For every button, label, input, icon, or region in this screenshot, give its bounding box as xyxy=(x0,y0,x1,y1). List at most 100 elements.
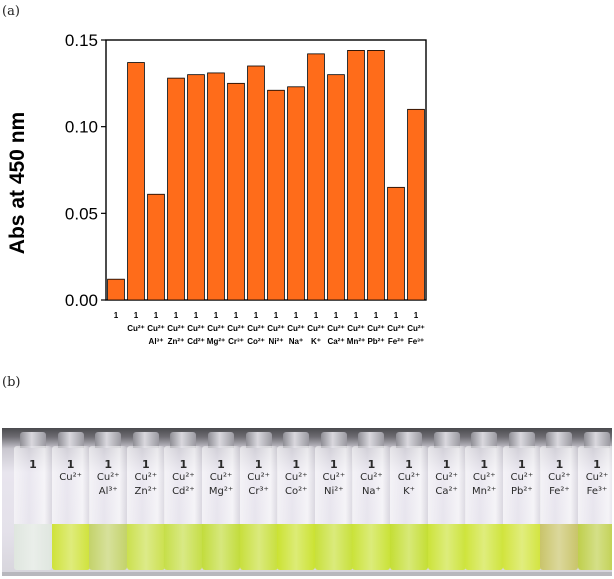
bar xyxy=(127,62,145,301)
vial-solution xyxy=(14,524,52,570)
vial-label: 1 xyxy=(254,458,263,471)
vial-label: Cu²⁺ xyxy=(59,472,82,483)
vial-label: Cu²⁺ xyxy=(435,472,458,483)
x-tick-label: 1 xyxy=(274,311,279,320)
vial-label: Fe³⁺ xyxy=(586,486,608,497)
vial-label: Pb²⁺ xyxy=(510,486,533,497)
bar xyxy=(267,89,285,301)
vial-solution xyxy=(390,524,428,570)
vial-solution xyxy=(126,524,165,570)
x-tick-label: K⁺ xyxy=(311,337,321,346)
vial-label: 1 xyxy=(480,458,489,471)
vial: 1 Cu²⁺ Al³⁺ xyxy=(89,432,128,572)
vial-label: 1 xyxy=(179,458,188,471)
vial-label: 1 xyxy=(367,458,376,471)
vial: 1 Cu²⁺ Ca²⁺ xyxy=(427,432,466,572)
x-tick-label: Cu²⁺ xyxy=(147,324,165,333)
vial: 1 Cu²⁺ Fe²⁺ xyxy=(540,432,579,572)
vial-label: 1 xyxy=(517,458,526,471)
vial-cap xyxy=(132,432,159,448)
chart-x-labels: 1 1Cu²⁺1Cu²⁺Al³⁺1Cu²⁺Zn²⁺1Cu²⁺Cd²⁺1Cu²⁺Mg… xyxy=(114,311,425,346)
x-tick-label: Cu²⁺ xyxy=(127,324,145,333)
x-tick-label: Cu²⁺ xyxy=(367,324,385,333)
vial: 1 Cu²⁺ Cr³⁺ xyxy=(239,432,278,572)
vial: 1 Cu²⁺ Mg²⁺ xyxy=(202,432,240,572)
vial-label: Co²⁺ xyxy=(284,486,308,497)
bar-chart: 0.000.050.100.15 1 1Cu²⁺1Cu²⁺Al³⁺1Cu²⁺Zn²… xyxy=(6,31,427,346)
vial-label: 1 xyxy=(104,458,113,471)
vial-solution xyxy=(427,524,466,570)
x-tick-label: Cr³⁺ xyxy=(228,337,244,346)
x-tick-label: Cu²⁺ xyxy=(167,324,185,333)
plot-frame xyxy=(105,39,427,301)
vial-label: Mn²⁺ xyxy=(472,486,497,497)
vial-label: 1 xyxy=(593,458,601,471)
vial-solution xyxy=(578,524,612,570)
x-tick-label: 1 xyxy=(374,311,379,320)
bar xyxy=(107,278,125,301)
vial-label: Cu²⁺ xyxy=(134,472,158,483)
vial-label: Cu²⁺ xyxy=(96,472,120,483)
x-tick-label: Al³⁺ xyxy=(149,337,164,346)
vial-cap xyxy=(508,432,535,448)
vial-label: Cu²⁺ xyxy=(247,472,270,483)
x-tick-label: 1 xyxy=(414,311,419,320)
x-tick-label: 1 xyxy=(394,311,399,320)
vial: 1 xyxy=(14,432,52,572)
x-tick-label: 1 xyxy=(114,311,119,320)
vial-cap xyxy=(283,432,310,448)
vial-label: Cu²⁺ xyxy=(397,472,421,483)
vial-label: Cu²⁺ xyxy=(585,472,609,483)
vial: 1 Cu²⁺ Ni²⁺ xyxy=(314,432,353,572)
x-tick-label: Cu²⁺ xyxy=(267,324,285,333)
bar xyxy=(287,86,305,301)
bar xyxy=(367,50,385,301)
x-tick-label: Cu²⁺ xyxy=(207,324,225,333)
x-tick-label: Pb²⁺ xyxy=(367,337,384,346)
vial-cap xyxy=(57,432,84,448)
vial-label: Al³⁺ xyxy=(98,486,118,497)
bar xyxy=(147,193,165,301)
x-tick-label: Co²⁺ xyxy=(247,337,265,346)
vial-label: Cu²⁺ xyxy=(548,472,571,483)
x-tick-label: Fe³⁺ xyxy=(408,337,424,346)
vial-label: Cr³⁺ xyxy=(248,486,269,497)
vial-cap xyxy=(95,432,122,448)
x-tick-label: 1 xyxy=(354,311,359,320)
vial-label: 1 xyxy=(292,458,301,471)
vial-solution xyxy=(314,524,353,570)
vial-cap xyxy=(433,432,460,448)
bar xyxy=(167,77,185,301)
vial-label: 1 xyxy=(29,458,37,471)
vial-solution xyxy=(202,524,240,570)
bar xyxy=(407,108,425,301)
vial-label: 1 xyxy=(442,458,451,471)
x-tick-label: Cu²⁺ xyxy=(287,324,305,333)
vial-label: Cu²⁺ xyxy=(510,472,534,483)
vial-solution xyxy=(540,524,579,570)
vial-label: Cu²⁺ xyxy=(172,472,195,483)
bar xyxy=(227,82,245,301)
x-tick-label: Zn²⁺ xyxy=(168,337,185,346)
x-tick-label: Cu²⁺ xyxy=(227,324,245,333)
vial-label: Cu²⁺ xyxy=(322,472,346,483)
vial-solution xyxy=(239,524,278,570)
vial-label: Mg²⁺ xyxy=(208,486,234,497)
x-tick-label: 1 xyxy=(154,311,159,320)
vial-cap xyxy=(170,432,197,448)
bar xyxy=(307,53,325,301)
x-tick-label: Fe²⁺ xyxy=(388,337,404,346)
x-tick-label: Cu²⁺ xyxy=(327,324,345,333)
vial-label: 1 xyxy=(405,458,413,471)
y-tick-label: 0.15 xyxy=(65,31,98,50)
x-tick-label: 1 xyxy=(254,311,259,320)
chart-y-ticks: 0.00 0.05 0.10 0.15 xyxy=(65,31,106,310)
vial-label: 1 xyxy=(217,458,225,471)
vial-label: Cd²⁺ xyxy=(172,486,195,497)
chart-frame xyxy=(105,39,427,301)
vial-cap xyxy=(20,432,46,448)
vial-solution xyxy=(164,524,203,570)
vial-label: Cu²⁺ xyxy=(209,472,233,483)
x-tick-label: Na⁺ xyxy=(289,337,303,346)
x-tick-label: 1 xyxy=(194,311,199,320)
